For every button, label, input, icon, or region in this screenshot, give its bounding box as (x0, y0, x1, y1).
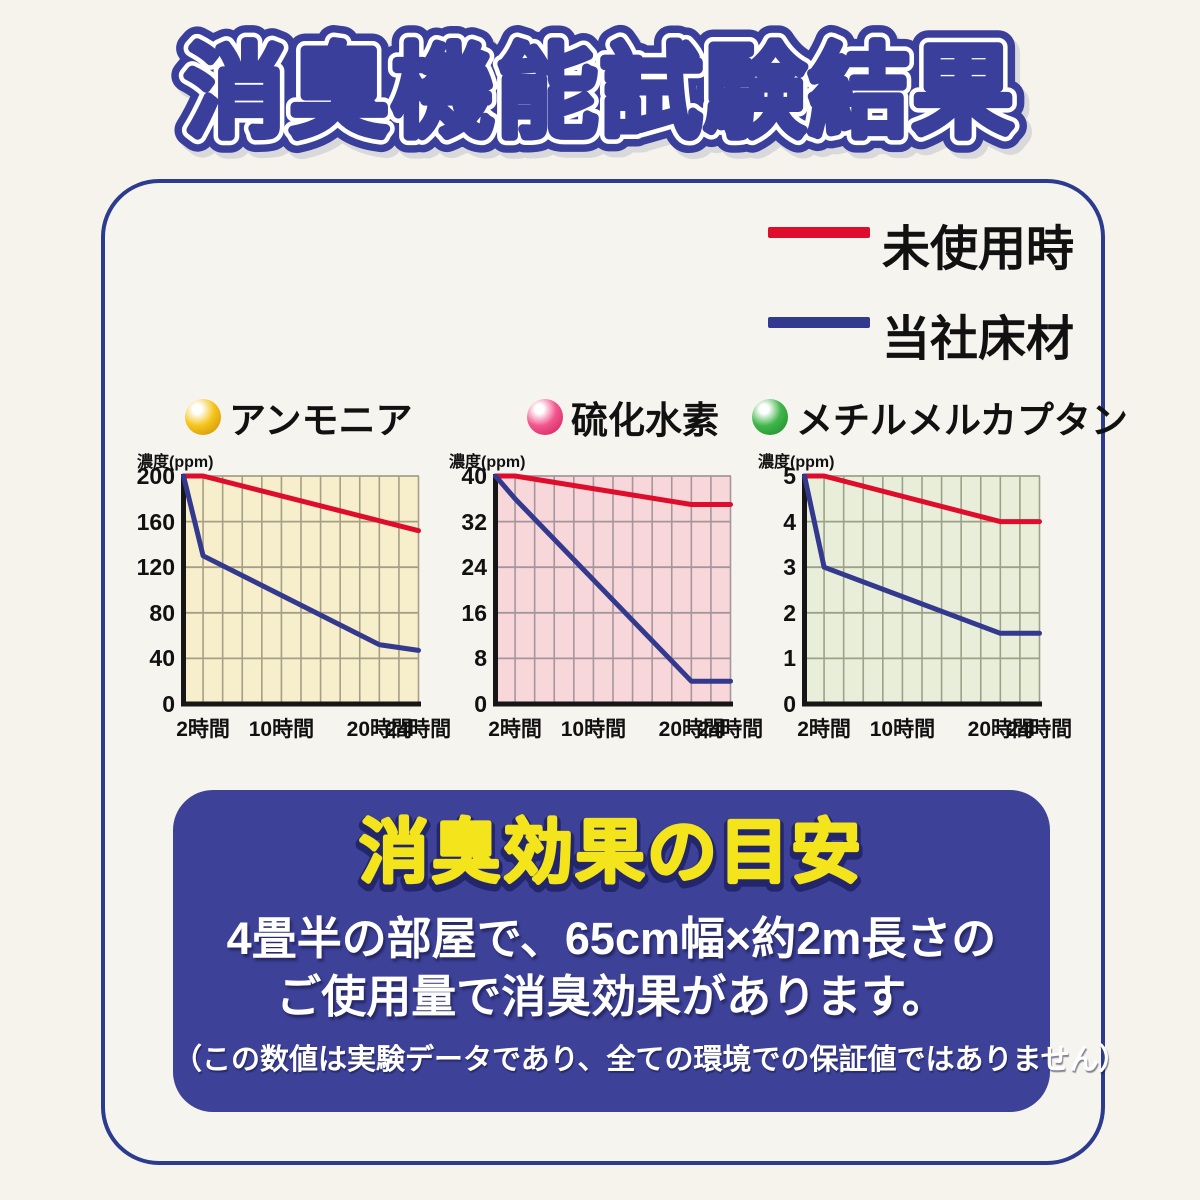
x-tick-label: 24時間 (697, 718, 764, 741)
x-tick-label: 2時間 (176, 718, 230, 741)
legend-swatch-flooring (768, 317, 870, 328)
chart-methyl-mercaptan-title: メチルメルカプタン (752, 395, 1128, 441)
y-axis-unit-label: 濃度(ppm) (758, 454, 835, 471)
chart-ammonia: アンモニア 濃度(ppm) 200 160 120 80 40 0 2時間 10時間 20時間 2… (133, 395, 451, 745)
y-tick-label: 3 (783, 554, 796, 581)
y-tick-label: 0 (474, 691, 487, 717)
chart-ammonia-title: アンモニア (185, 395, 413, 441)
ammonia-dot-icon (185, 399, 221, 435)
x-tick-label: 20時間 (967, 718, 1033, 741)
plot-area (802, 473, 1042, 707)
plot-area (181, 473, 421, 707)
hydrogen-sulfide-dot-icon (527, 399, 563, 435)
summary-note: （この数値は実験データであり、全ての環境での保証値ではありません） (173, 1044, 1128, 1076)
y-tick-label: 0 (783, 691, 796, 717)
y-tick-label: 120 (136, 554, 175, 581)
svg-text:消臭効果の目安: 消臭効果の目安 (359, 817, 863, 895)
chart-hydrogen-sulfide: 硫化水素 濃度(ppm) 40 32 24 16 8 0 2時間 10時間 20時間 24時間 (445, 395, 763, 745)
y-tick-label: 160 (136, 508, 175, 535)
legend-swatch-unused (768, 227, 870, 238)
y-tick-label: 200 (136, 463, 175, 489)
summary-panel: 消臭効果の目安 消臭効果の目安 4畳半の部屋で、65cm幅×約2m長さの ご使用… (173, 790, 1128, 1112)
page-title: 消臭機能試験結果 消臭機能試験結果 消臭機能試験結果 消臭機能試験結果 (169, 21, 1034, 168)
chart-title-label: メチルメルカプタン (796, 400, 1128, 441)
y-tick-label: 80 (149, 599, 175, 626)
x-tick-label: 10時間 (560, 718, 627, 741)
y-tick-label: 40 (149, 645, 175, 672)
y-tick-label: 8 (474, 645, 487, 672)
y-tick-label: 4 (783, 508, 796, 535)
plot-area (493, 473, 733, 707)
x-tick-label: 20時間 (658, 718, 724, 741)
x-tick-label: 20時間 (346, 718, 412, 741)
y-tick-label: 5 (783, 463, 796, 489)
svg-text:消臭効果の目安: 消臭効果の目安 (359, 813, 863, 891)
svg-text:消臭機能試験結果: 消臭機能試験結果 (184, 36, 1016, 150)
chart-hydrogen-sulfide-title: 硫化水素 (527, 395, 719, 441)
methyl-mercaptan-dot-icon (752, 399, 788, 435)
y-axis-unit-label: 濃度(ppm) (449, 454, 526, 471)
svg-text:消臭機能試験結果: 消臭機能試験結果 (184, 36, 1016, 150)
summary-heading: 消臭効果の目安 消臭効果の目安 (354, 812, 866, 901)
summary-line-1: 4畳半の部屋で、65cm幅×約2m長さの (226, 913, 997, 964)
x-tick-label: 2時間 (488, 718, 542, 741)
chart-title-label: アンモニア (229, 400, 413, 441)
chart-title-label: 硫化水素 (571, 400, 719, 441)
chart-methyl-mercaptan: メチルメルカプタン 濃度(ppm) 5 4 3 2 1 0 2時間 10時間 20時間 24時間 (752, 395, 1128, 745)
summary-line-2: ご使用量で消臭効果があります。 (276, 971, 947, 1022)
y-tick-label: 40 (461, 463, 487, 489)
x-tick-label: 24時間 (1006, 718, 1073, 741)
y-tick-label: 0 (162, 691, 175, 717)
svg-text:消臭機能試験結果: 消臭機能試験結果 (189, 42, 1021, 156)
svg-text:消臭機能試験結果: 消臭機能試験結果 (184, 36, 1016, 150)
y-tick-label: 24 (461, 554, 487, 581)
legend-label-unused: 未使用時 (882, 223, 1075, 276)
x-tick-label: 2時間 (797, 718, 851, 741)
x-tick-label: 24時間 (385, 718, 452, 741)
legend-label-flooring: 当社床材 (882, 313, 1075, 366)
y-axis-unit-label: 濃度(ppm) (137, 454, 214, 471)
x-tick-label: 10時間 (248, 718, 315, 741)
y-tick-label: 16 (461, 599, 487, 626)
y-tick-label: 32 (461, 508, 487, 535)
y-tick-label: 1 (783, 645, 796, 672)
x-tick-label: 10時間 (869, 718, 936, 741)
y-tick-label: 2 (783, 599, 796, 626)
